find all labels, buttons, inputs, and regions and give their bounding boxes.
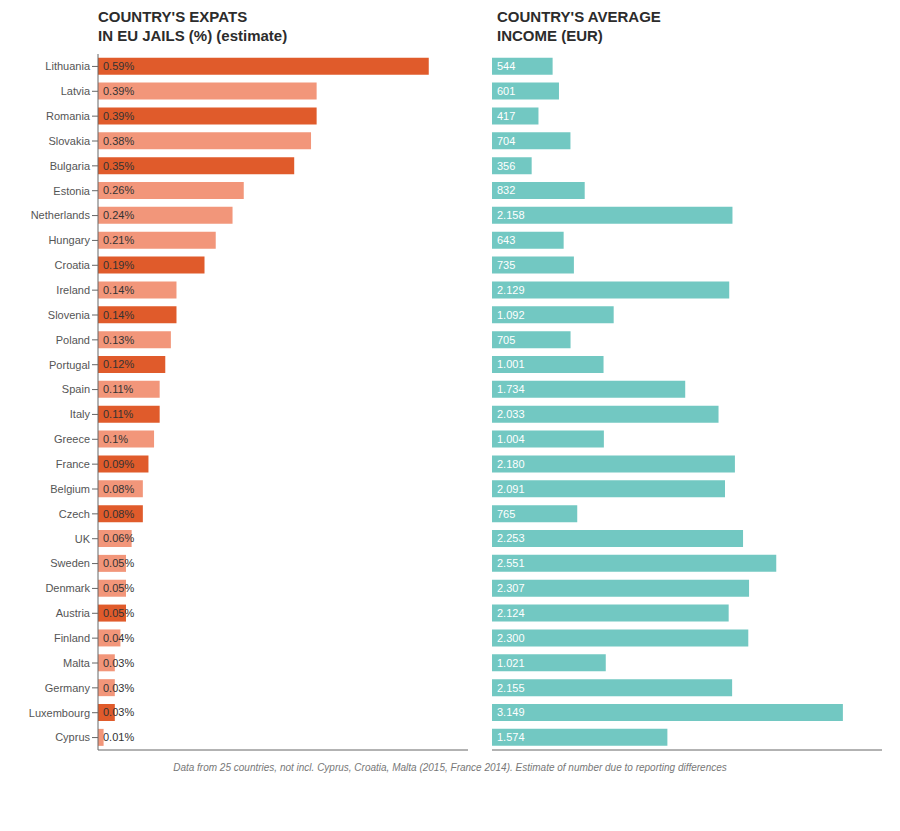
svg-text:1.734: 1.734 xyxy=(497,383,525,395)
svg-text:2.158: 2.158 xyxy=(497,209,525,221)
svg-text:0.13%: 0.13% xyxy=(103,334,134,346)
svg-text:Latvia: Latvia xyxy=(61,85,91,97)
svg-text:0.05%: 0.05% xyxy=(103,607,134,619)
svg-text:0.09%: 0.09% xyxy=(103,458,134,470)
svg-text:Romania: Romania xyxy=(46,110,91,122)
svg-text:Estonia: Estonia xyxy=(53,185,91,197)
svg-text:Bulgaria: Bulgaria xyxy=(50,160,91,172)
svg-text:0.26%: 0.26% xyxy=(103,184,134,196)
svg-text:1.001: 1.001 xyxy=(497,358,525,370)
svg-text:0.03%: 0.03% xyxy=(103,706,134,718)
svg-text:Hungary: Hungary xyxy=(48,234,90,246)
svg-text:UK: UK xyxy=(75,533,91,545)
svg-text:2.129: 2.129 xyxy=(497,284,525,296)
svg-text:2.091: 2.091 xyxy=(497,483,525,495)
svg-text:Greece: Greece xyxy=(54,433,90,445)
svg-text:356: 356 xyxy=(497,160,515,172)
svg-text:765: 765 xyxy=(497,508,515,520)
svg-text:0.35%: 0.35% xyxy=(103,160,134,172)
svg-text:0.39%: 0.39% xyxy=(103,85,134,97)
svg-text:0.04%: 0.04% xyxy=(103,632,134,644)
svg-text:705: 705 xyxy=(497,334,515,346)
svg-text:0.59%: 0.59% xyxy=(103,60,134,72)
svg-text:0.06%: 0.06% xyxy=(103,532,134,544)
svg-text:2.033: 2.033 xyxy=(497,408,525,420)
svg-text:601: 601 xyxy=(497,85,515,97)
svg-text:0.03%: 0.03% xyxy=(103,657,134,669)
svg-text:2.300: 2.300 xyxy=(497,632,525,644)
svg-text:Ireland: Ireland xyxy=(56,284,90,296)
svg-text:0.14%: 0.14% xyxy=(103,284,134,296)
svg-text:643: 643 xyxy=(497,234,515,246)
svg-text:0.08%: 0.08% xyxy=(103,508,134,520)
svg-text:1.004: 1.004 xyxy=(497,433,525,445)
svg-text:Spain: Spain xyxy=(62,383,90,395)
svg-text:Belgium: Belgium xyxy=(50,483,90,495)
svg-text:1.574: 1.574 xyxy=(497,731,525,743)
svg-text:0.24%: 0.24% xyxy=(103,209,134,221)
svg-text:Finland: Finland xyxy=(54,632,90,644)
svg-text:0.01%: 0.01% xyxy=(103,731,134,743)
svg-text:Croatia: Croatia xyxy=(55,259,91,271)
html-text:Data from 25 countries, not in: Data from 25 countries, not incl. Cyprus… xyxy=(173,762,727,773)
svg-text:0.14%: 0.14% xyxy=(103,309,134,321)
svg-text:544: 544 xyxy=(497,60,515,72)
svg-text:0.12%: 0.12% xyxy=(103,358,134,370)
svg-text:France: France xyxy=(56,458,90,470)
svg-text:2.307: 2.307 xyxy=(497,582,525,594)
svg-text:Poland: Poland xyxy=(56,334,90,346)
svg-text:Portugal: Portugal xyxy=(49,359,90,371)
svg-text:Netherlands: Netherlands xyxy=(31,209,91,221)
svg-text:2.124: 2.124 xyxy=(497,607,525,619)
svg-text:0.19%: 0.19% xyxy=(103,259,134,271)
svg-text:1.021: 1.021 xyxy=(497,657,525,669)
svg-text:0.21%: 0.21% xyxy=(103,234,134,246)
svg-text:Denmark: Denmark xyxy=(45,582,90,594)
svg-text:1.092: 1.092 xyxy=(497,309,525,321)
svg-text:0.08%: 0.08% xyxy=(103,483,134,495)
svg-text:0.39%: 0.39% xyxy=(103,110,134,122)
html-text:COUNTRY'S AVERAGE INCOME (EUR): COUNTRY'S AVERAGE INCOME (EUR) xyxy=(497,8,661,44)
svg-text:2.155: 2.155 xyxy=(497,682,525,694)
svg-text:0.03%: 0.03% xyxy=(103,682,134,694)
svg-text:0.05%: 0.05% xyxy=(103,557,134,569)
svg-text:Slovenia: Slovenia xyxy=(48,309,91,321)
svg-text:2.180: 2.180 xyxy=(497,458,525,470)
svg-text:3.149: 3.149 xyxy=(497,706,525,718)
svg-text:0.05%: 0.05% xyxy=(103,582,134,594)
svg-text:0.38%: 0.38% xyxy=(103,135,134,147)
svg-text:Luxembourg: Luxembourg xyxy=(29,707,90,719)
svg-text:Czech: Czech xyxy=(59,508,90,520)
svg-text:Italy: Italy xyxy=(70,408,91,420)
svg-text:0.11%: 0.11% xyxy=(103,408,134,420)
svg-text:0.11%: 0.11% xyxy=(103,383,134,395)
svg-text:704: 704 xyxy=(497,135,515,147)
svg-text:Malta: Malta xyxy=(63,657,91,669)
svg-text:Sweden: Sweden xyxy=(50,557,90,569)
svg-text:Lithuania: Lithuania xyxy=(45,60,91,72)
svg-text:Cyprus: Cyprus xyxy=(55,731,90,743)
svg-text:Austria: Austria xyxy=(56,607,91,619)
svg-text:2.551: 2.551 xyxy=(497,557,525,569)
svg-text:832: 832 xyxy=(497,184,515,196)
svg-text:0.1%: 0.1% xyxy=(103,433,128,445)
svg-text:Slovakia: Slovakia xyxy=(48,135,90,147)
html-text:COUNTRY'S EXPATS IN EU JAILS (: COUNTRY'S EXPATS IN EU JAILS (%) (estima… xyxy=(98,8,288,44)
svg-text:735: 735 xyxy=(497,259,515,271)
svg-text:417: 417 xyxy=(497,110,515,122)
svg-text:Germany: Germany xyxy=(45,682,91,694)
svg-text:2.253: 2.253 xyxy=(497,532,525,544)
